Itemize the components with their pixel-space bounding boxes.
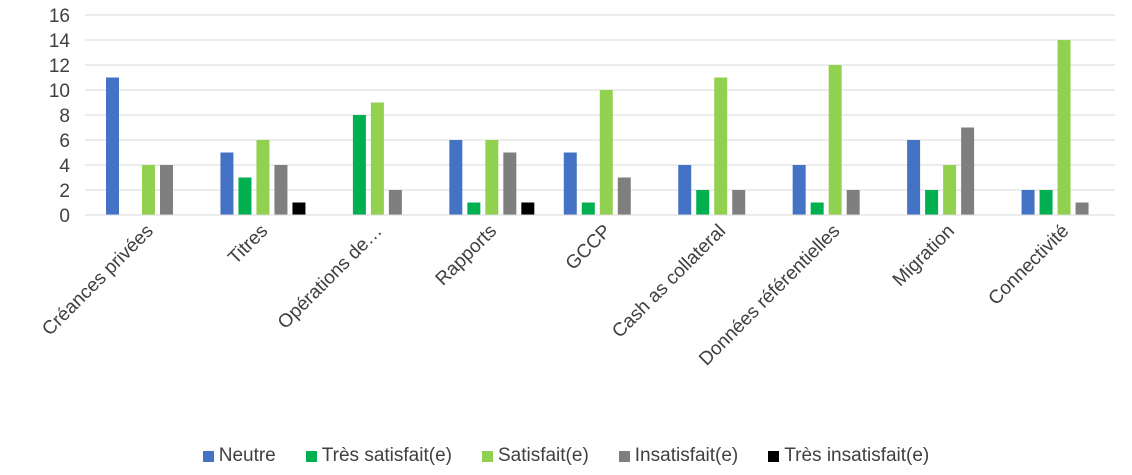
y-tick-label: 10 [49, 81, 70, 102]
bar [925, 190, 939, 215]
y-tick-label: 6 [59, 131, 70, 152]
bar [292, 202, 306, 215]
bar [521, 202, 535, 215]
y-tick-label: 12 [49, 56, 70, 77]
bar [599, 90, 613, 215]
bar [581, 202, 595, 215]
bars [106, 40, 1089, 215]
bar [678, 165, 692, 215]
bar [846, 190, 860, 215]
x-category-label: Rapports [432, 221, 501, 290]
bar [142, 165, 155, 215]
legend: Neutre Très satisfait(e) Satisfait(e) Insat… [0, 445, 1132, 467]
bar [160, 165, 173, 215]
bar [943, 165, 957, 215]
bar [1057, 40, 1071, 215]
legend-label: Très satisfait(e) [321, 445, 452, 466]
legend-item: Très insatisfait(e) [768, 445, 929, 467]
x-category-label: Cash as collateral [608, 221, 730, 343]
bar [1039, 190, 1053, 215]
y-tick-label: 2 [59, 181, 70, 202]
y-tick-label: 4 [59, 156, 70, 177]
bar [563, 152, 577, 215]
bar [714, 77, 728, 215]
bar [617, 177, 631, 215]
bar [961, 127, 975, 215]
legend-swatch [618, 450, 630, 462]
bar [238, 177, 252, 215]
legend-item: Neutre [202, 445, 276, 467]
bar [792, 165, 806, 215]
y-axis-ticks: 0 2 4 6 8 10 12 14 16 [49, 6, 71, 227]
bar [220, 152, 234, 215]
y-tick-label: 0 [59, 206, 70, 227]
legend-label: Très insatisfait(e) [784, 445, 930, 466]
x-axis-categories: Créances privées Titres Opérations de… Rapp… [38, 221, 1073, 370]
bar [828, 65, 842, 215]
bar [370, 102, 384, 215]
legend-swatch [768, 450, 780, 462]
y-tick-label: 16 [49, 6, 70, 27]
legend-item: Très satisfait(e) [305, 445, 452, 467]
y-tick-label: 8 [59, 106, 70, 127]
bar [274, 165, 288, 215]
legend-swatch [305, 450, 317, 462]
bar [449, 140, 463, 215]
x-category-label: Opérations de… [274, 221, 387, 334]
legend-item: Satisfait(e) [481, 445, 589, 467]
bar [907, 140, 921, 215]
legend-label: Insatisfait(e) [634, 445, 739, 466]
bar-chart: 0 2 4 6 8 10 12 14 16 Créances privées Titres Opér… [38, 6, 1115, 370]
y-tick-label: 14 [49, 31, 71, 52]
bar [503, 152, 517, 215]
x-category-label: Connectivité [985, 221, 1074, 310]
bar [1075, 202, 1089, 215]
bar [1021, 190, 1035, 215]
x-category-label: Migration [889, 221, 959, 291]
bar [485, 140, 499, 215]
legend-item: Insatisfait(e) [618, 445, 739, 467]
bar [696, 190, 710, 215]
bar [732, 190, 746, 215]
x-category-label: Titres [224, 221, 272, 269]
x-category-label: GCCP [562, 221, 616, 275]
bar [467, 202, 481, 215]
legend-label: Satisfait(e) [497, 445, 589, 466]
legend-label: Neutre [218, 445, 276, 466]
legend-swatch [202, 450, 214, 462]
x-category-label: Créances privées [38, 221, 157, 340]
bar [810, 202, 824, 215]
bar [388, 190, 402, 215]
bar [106, 77, 119, 215]
legend-swatch [481, 450, 493, 462]
bar [352, 115, 366, 215]
bar [256, 140, 270, 215]
